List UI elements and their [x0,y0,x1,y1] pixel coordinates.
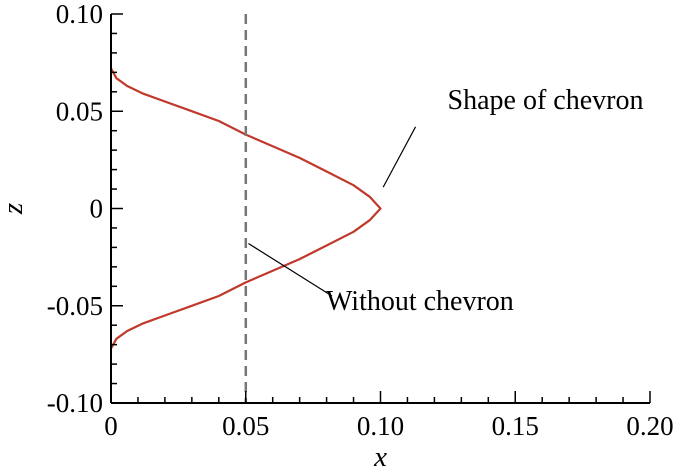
y-tick-label: -0.05 [47,291,103,321]
x-tick-label: 0.10 [357,411,404,441]
x-tick-label: 0.20 [626,411,673,441]
annotation-leader-2 [248,243,333,297]
annotation-leader-1 [382,126,417,188]
y-tick-label: 0 [90,194,104,224]
y-tick-label: -0.10 [47,388,103,418]
annotation-label-1: Shape of chevron [448,85,644,116]
y-tick-label: 0.10 [56,0,103,29]
x-axis-title: x [373,441,387,470]
series-line-1 [110,67,382,350]
annotation-label-2: Without chevron [326,286,514,317]
x-tick-label: 0.15 [492,411,539,441]
x-tick-label: 0 [104,411,118,441]
y-axis-title: z [0,203,29,215]
x-tick-label: 0.05 [222,411,269,441]
plot-layer [110,14,382,403]
axes-layer: 0 0.05 0.10 0.15 0.20 -0.10 -0.05 0 0.05 0.10 Shap… [47,0,674,441]
y-tick-label: 0.05 [56,96,103,126]
